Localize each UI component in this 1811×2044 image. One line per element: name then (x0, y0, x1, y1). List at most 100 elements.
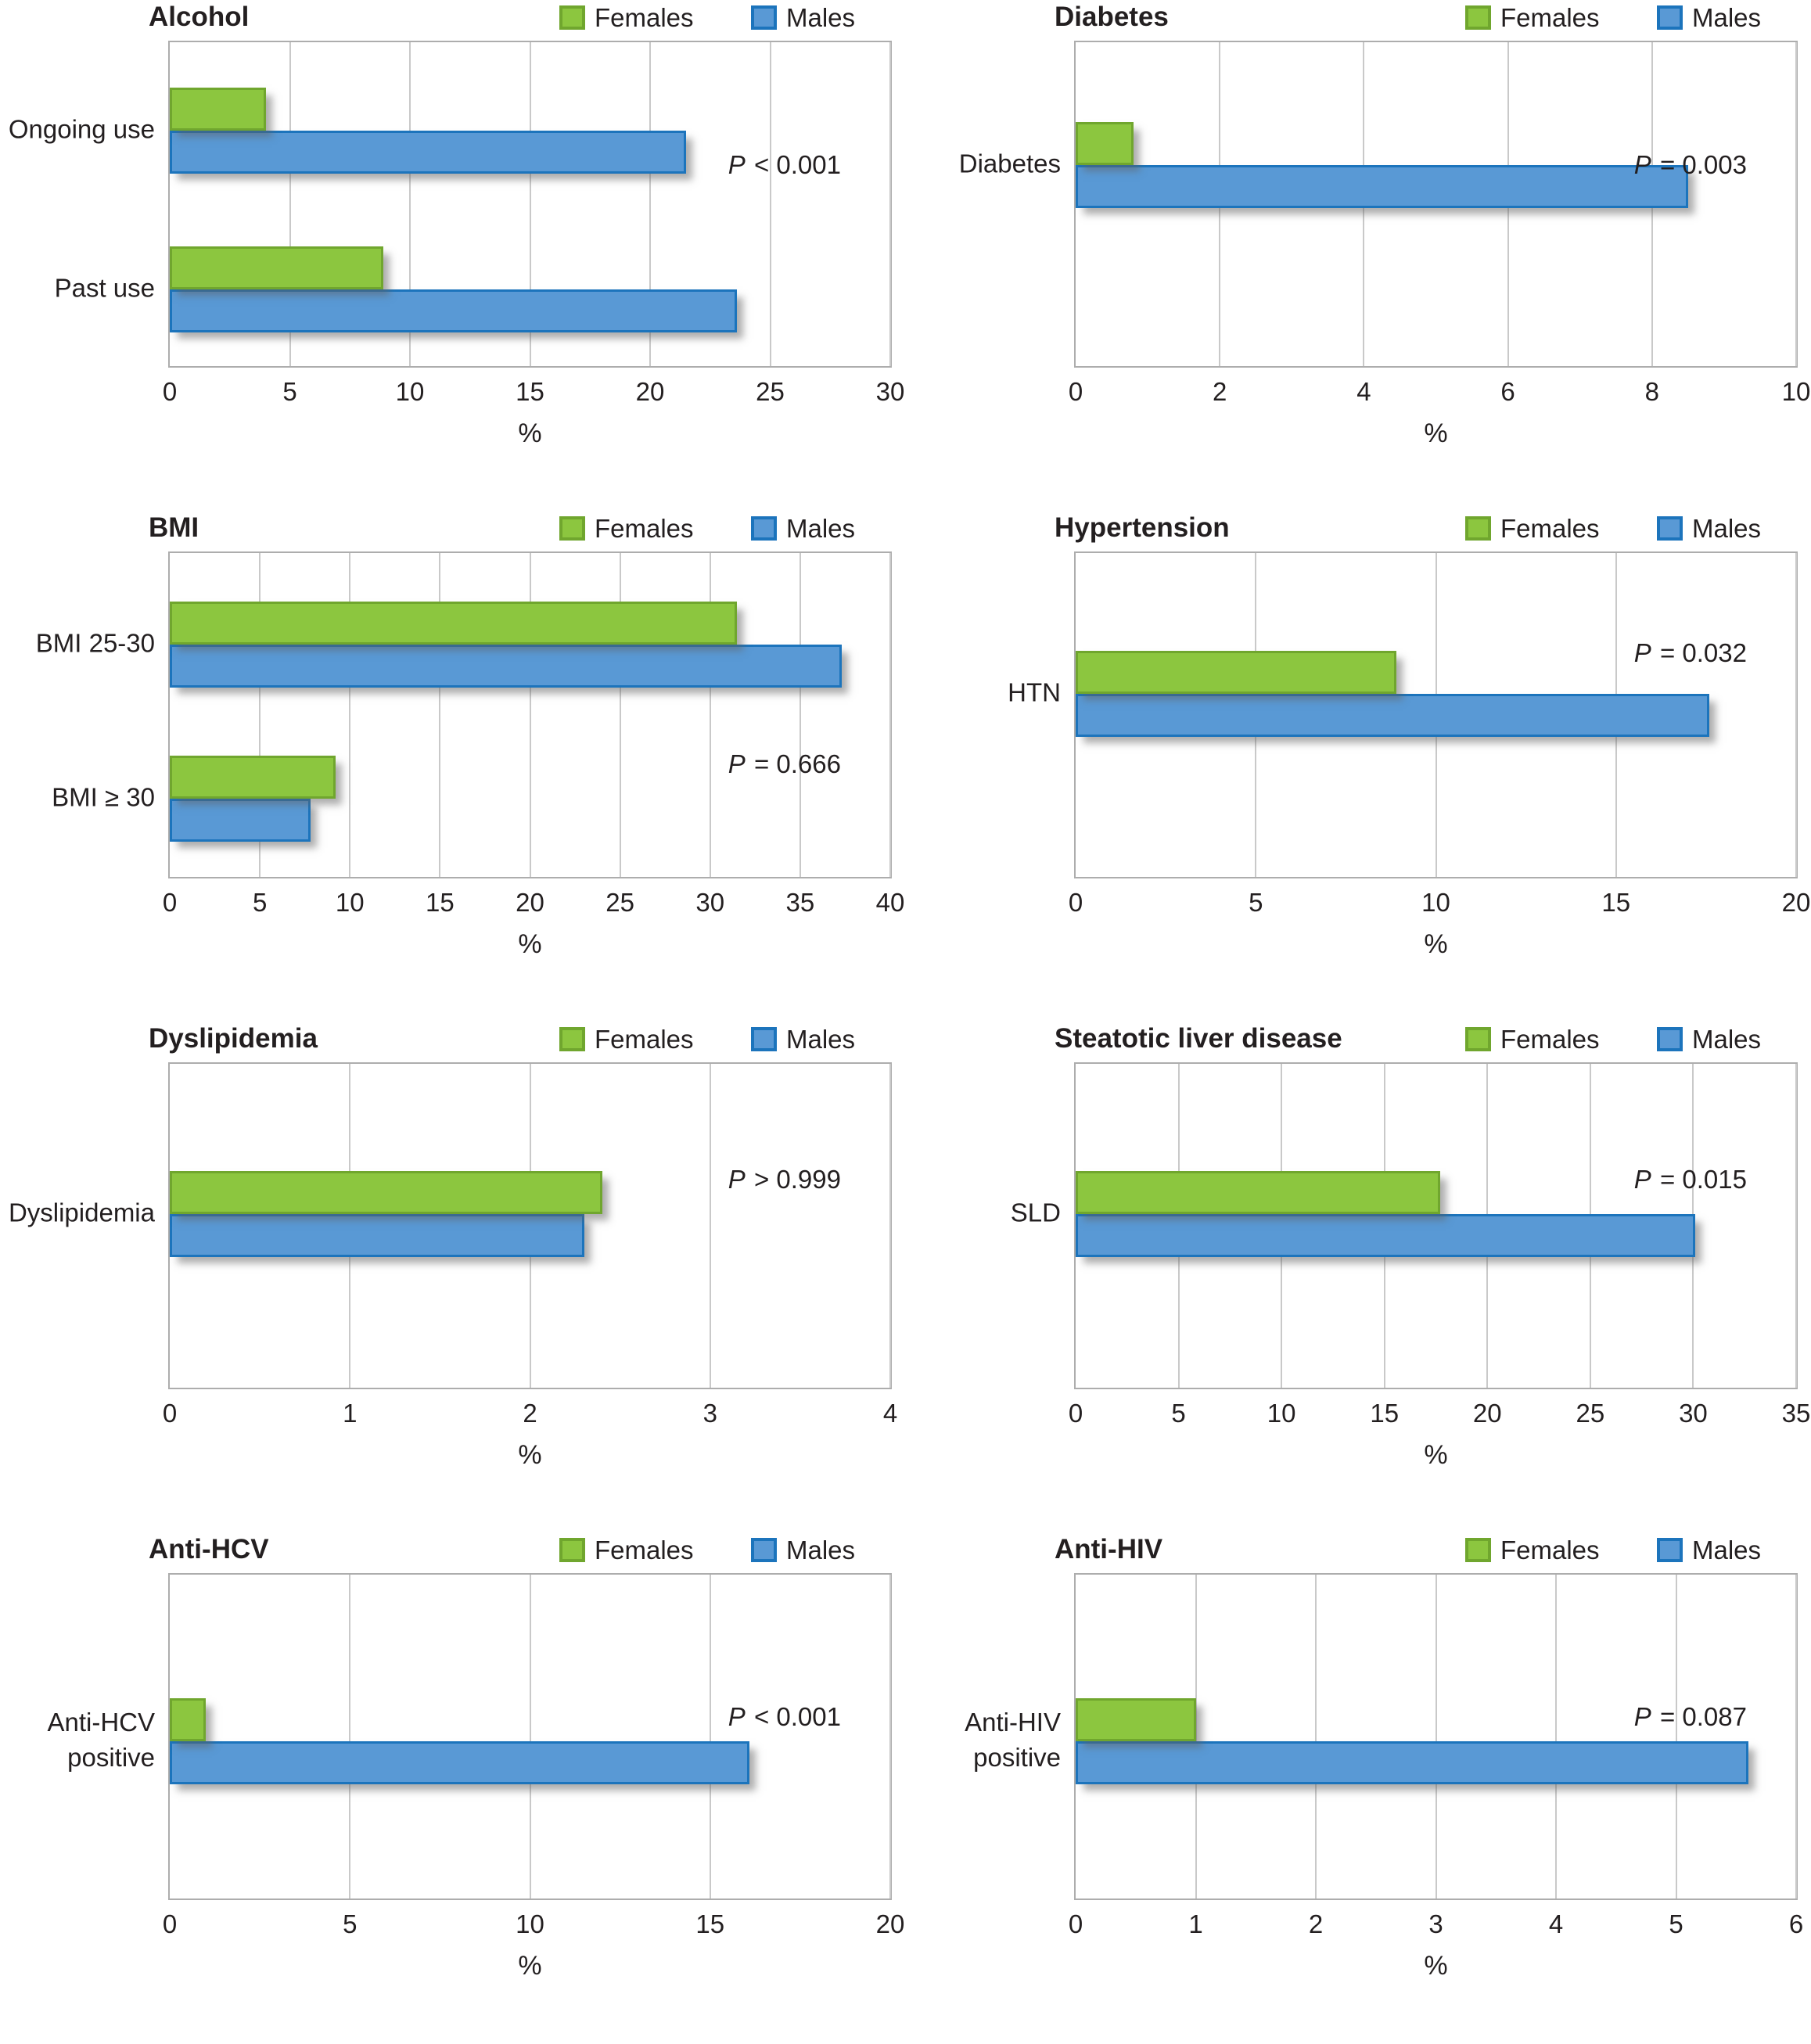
x-tick-label-25: 25 (756, 377, 785, 406)
bar-males-ongoing-use (170, 130, 687, 174)
x-tick-label-20: 20 (875, 1909, 905, 1938)
x-tick-label-10: 10 (1421, 888, 1450, 917)
chart-panel-bmi: BMI Females Males 0 5 10 15 20 25 30 35 40 BMI 25-30… (0, 511, 905, 1022)
gridline-30 (709, 553, 711, 877)
legend-swatch-females (559, 1538, 585, 1562)
category-label-past-use: Past use (0, 270, 155, 305)
x-tick-label-5: 5 (343, 1909, 358, 1938)
gridline-20 (1795, 553, 1797, 877)
legend-swatch-males (751, 5, 777, 30)
legend-swatch-males (751, 516, 777, 541)
legend-swatch-females (559, 1027, 585, 1051)
x-tick-label-15: 15 (695, 1909, 725, 1938)
legend-swatch-females (559, 516, 585, 541)
p-value-annotation: P = 0.015 (1074, 1165, 1747, 1194)
x-axis-unit-label: % (1424, 1440, 1448, 1470)
gridline-4 (889, 1064, 891, 1388)
p-value-text: > 0.999 (746, 1165, 841, 1194)
chart-title-anti-hcv: Anti-HCV (149, 1534, 269, 1564)
category-label-line: Dyslipidemia (8, 1198, 155, 1227)
bar-males-bmi-30 (170, 798, 311, 842)
p-value-annotation: P > 0.999 (168, 1165, 841, 1194)
legend-swatch-females (1465, 1027, 1491, 1051)
gridline-10 (349, 553, 351, 877)
legend-label-males: Males (1692, 514, 1762, 543)
category-label-line: Anti-HIV (965, 1708, 1061, 1737)
bar-females-bmi-30 (170, 755, 336, 799)
x-tick-label-30: 30 (1679, 1399, 1708, 1428)
x-axis-unit-label: % (1424, 418, 1448, 448)
x-tick-label-4: 4 (1548, 1909, 1564, 1938)
gridline-15 (439, 553, 441, 877)
bar-females-sld (1076, 1171, 1440, 1215)
x-tick-label-0: 0 (1068, 1909, 1083, 1938)
legend-swatch-females (1465, 1538, 1491, 1562)
gridline-35 (1795, 1064, 1797, 1388)
category-label-line: BMI 25-30 (35, 628, 155, 658)
x-axis-unit-label: % (1424, 929, 1448, 959)
legend-label-males: Males (786, 1536, 856, 1564)
p-value-annotation: P = 0.666 (168, 749, 841, 779)
bar-females-past-use (170, 246, 384, 289)
gridline-2 (1315, 1575, 1317, 1899)
x-tick-label-40: 40 (875, 888, 905, 917)
x-tick-label-30: 30 (875, 377, 905, 406)
bar-females-ongoing-use (170, 87, 266, 131)
x-tick-label-0: 0 (162, 377, 178, 406)
gridline-40 (889, 553, 891, 877)
x-tick-label-15: 15 (426, 888, 455, 917)
legend-swatch-females (559, 5, 585, 30)
bar-males-dyslipidemia (170, 1214, 584, 1258)
x-tick-label-10: 10 (516, 1909, 544, 1938)
p-symbol: P (1633, 1165, 1651, 1194)
legend-swatch-females (1465, 516, 1491, 541)
category-label-line: Ongoing use (8, 114, 155, 144)
chart-title-alcohol: Alcohol (149, 2, 250, 32)
gridline-15 (529, 42, 531, 366)
gridline-10 (1795, 42, 1797, 366)
gridline-5 (349, 1575, 351, 1899)
x-tick-label-10: 10 (1781, 377, 1811, 406)
legend-swatch-males (1657, 5, 1683, 30)
x-tick-label-15: 15 (1370, 1399, 1400, 1428)
category-label-dyslipidemia: Dyslipidemia (0, 1195, 155, 1230)
x-axis-unit-label: % (518, 418, 542, 448)
bar-males-bmi-25-30 (170, 645, 842, 688)
x-tick-label-20: 20 (516, 888, 544, 917)
gridline-15 (709, 1575, 711, 1899)
chart-panel-alcohol: Alcohol Females Males 0 5 10 15 20 25 30 Ongoing u… (0, 0, 905, 511)
x-tick-label-20: 20 (1781, 888, 1811, 917)
x-tick-label-30: 30 (695, 888, 725, 917)
legend-label-females: Females (1500, 1536, 1600, 1564)
x-tick-label-20: 20 (635, 377, 665, 406)
category-label-anti-hcv-positive: Anti-HCV positive (0, 1705, 155, 1775)
x-tick-label-5: 5 (282, 377, 297, 406)
p-value-annotation: P = 0.003 (1074, 150, 1747, 180)
bar-females-anti-hiv-positive (1076, 1698, 1196, 1742)
x-tick-label-6: 6 (1788, 1909, 1804, 1938)
bar-females-diabetes (1076, 121, 1134, 165)
gridline-25 (769, 42, 771, 366)
legend-label-males: Males (786, 3, 856, 32)
x-tick-label-6: 6 (1500, 377, 1515, 406)
bar-males-anti-hcv-positive (170, 1741, 750, 1785)
legend-swatch-females (1465, 5, 1491, 30)
chart-panel-dyslipidemia: Dyslipidemia Females Males 0 1 2 3 4 Dyslipidemi… (0, 1022, 905, 1532)
x-tick-label-20: 20 (1472, 1399, 1502, 1428)
p-value-text: < 0.001 (746, 1701, 841, 1731)
x-axis-unit-label: % (1424, 1951, 1448, 1981)
x-tick-label-35: 35 (785, 888, 815, 917)
p-value-annotation: P = 0.087 (1074, 1702, 1747, 1732)
x-axis-unit-label: % (518, 1440, 542, 1470)
legend-swatch-males (1657, 1538, 1683, 1562)
x-tick-label-25: 25 (605, 888, 634, 917)
category-label-line: positive (973, 1743, 1061, 1773)
chart-title-hypertension: Hypertension (1055, 512, 1230, 543)
category-label-line: SLD (1010, 1198, 1061, 1227)
x-tick-label-10: 10 (395, 377, 425, 406)
legend-label-males: Males (786, 514, 856, 543)
bar-males-diabetes (1076, 164, 1688, 208)
gridline-5 (259, 553, 261, 877)
legend-label-females: Females (595, 514, 694, 543)
p-symbol: P (1633, 638, 1651, 667)
